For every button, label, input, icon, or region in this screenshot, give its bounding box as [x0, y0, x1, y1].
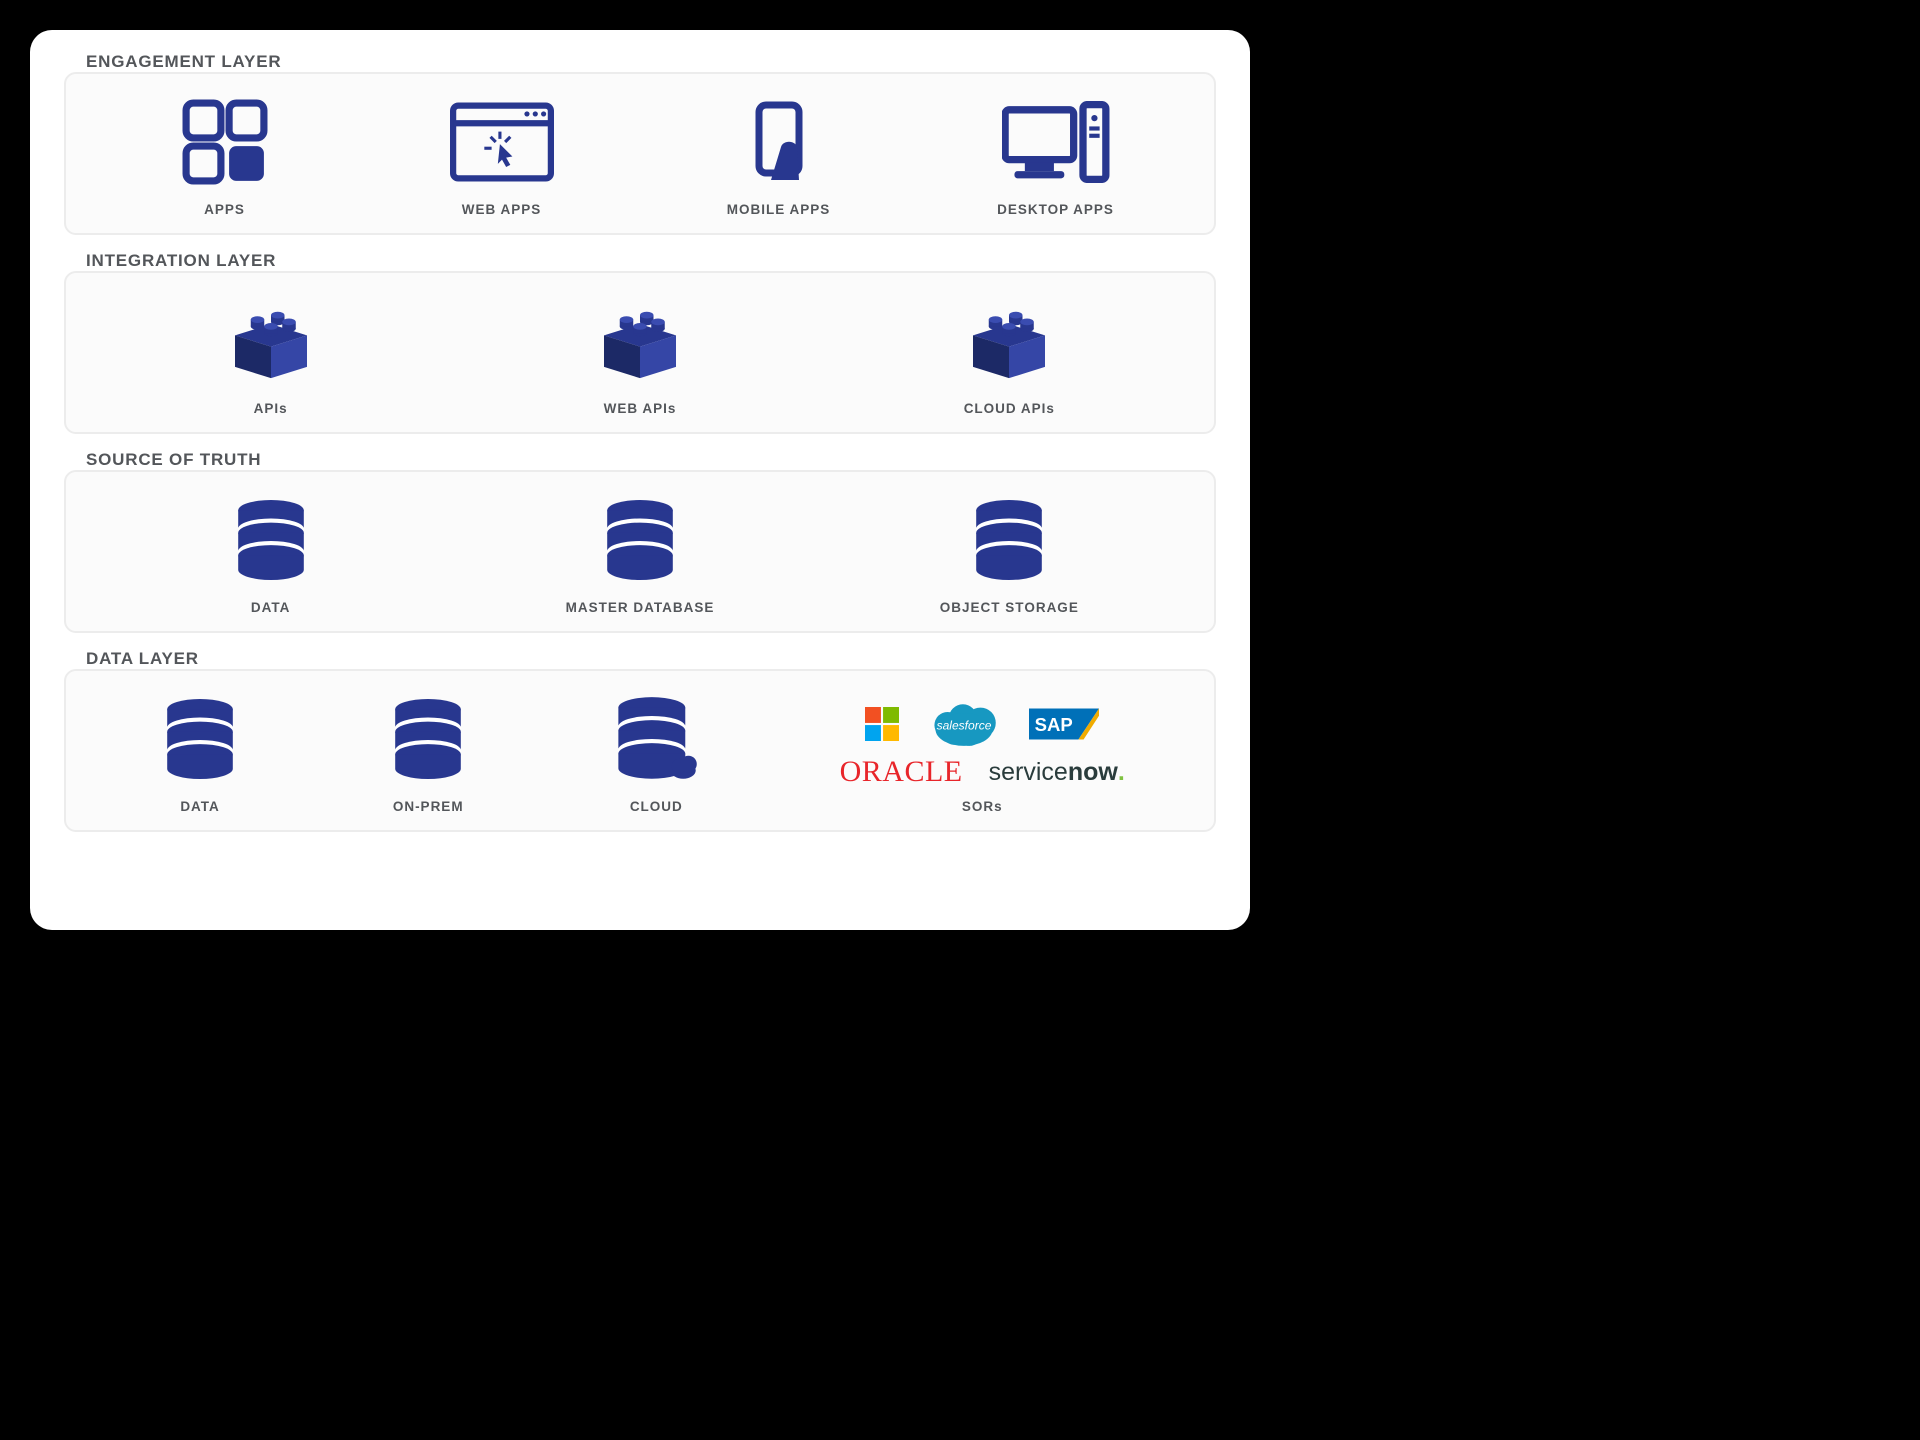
- sap-logo-icon: [1029, 708, 1099, 740]
- item-on-prem: ON-PREM: [314, 693, 542, 814]
- layer-title: INTEGRATION LAYER: [78, 251, 284, 271]
- item-master-database: MASTER DATABASE: [455, 494, 824, 615]
- sor-brands-cluster: ORACLE servicenow.: [840, 697, 1125, 789]
- apps-icon: [182, 96, 268, 188]
- sor-row-2: ORACLE servicenow.: [840, 755, 1125, 789]
- layer-source-of-truth: SOURCE OF TRUTH DATA MASTER DATABASE OBJ…: [64, 450, 1216, 633]
- layer-title: SOURCE OF TRUTH: [78, 450, 269, 470]
- item-label: APIs: [254, 401, 288, 416]
- item-sors: ORACLE servicenow. SORs: [770, 697, 1194, 814]
- item-label: DESKTOP APPS: [997, 202, 1114, 217]
- database-icon: [159, 693, 241, 785]
- layer-title: DATA LAYER: [78, 649, 207, 669]
- item-label: SORs: [962, 799, 1003, 814]
- item-label: CLOUD: [630, 799, 683, 814]
- item-label: WEB APPS: [462, 202, 542, 217]
- item-label: MASTER DATABASE: [566, 600, 715, 615]
- item-label: WEB APIs: [604, 401, 677, 416]
- layer-box: APPS WEB APPS MOBILE APPS DESKTOP APPS: [64, 72, 1216, 235]
- salesforce-logo-icon: [925, 701, 1003, 747]
- item-data: DATA: [86, 494, 455, 615]
- item-apps: APPS: [86, 96, 363, 217]
- microsoft-logo-icon: [865, 707, 899, 741]
- api-block-icon: [226, 295, 316, 387]
- item-label: MOBILE APPS: [727, 202, 831, 217]
- item-web-apis: WEB APIs: [455, 295, 824, 416]
- item-apis: APIs: [86, 295, 455, 416]
- item-web-apps: WEB APPS: [363, 96, 640, 217]
- item-cloud-apis: CLOUD APIs: [825, 295, 1194, 416]
- item-mobile-apps: MOBILE APPS: [640, 96, 917, 217]
- api-block-icon: [964, 295, 1054, 387]
- item-cloud: CLOUD: [542, 693, 770, 814]
- layer-integration: INTEGRATION LAYER APIs WEB APIs CLOUD AP…: [64, 251, 1216, 434]
- database-icon: [387, 693, 469, 785]
- database-cloud-icon: [610, 693, 702, 785]
- layer-box: DATA ON-PREM CLOUD: [64, 669, 1216, 832]
- item-label: DATA: [180, 799, 220, 814]
- api-block-icon: [595, 295, 685, 387]
- sor-row-1: [865, 701, 1099, 747]
- database-icon: [599, 494, 681, 586]
- layer-box: APIs WEB APIs CLOUD APIs: [64, 271, 1216, 434]
- oracle-logo: ORACLE: [840, 755, 963, 789]
- item-desktop-apps: DESKTOP APPS: [917, 96, 1194, 217]
- layer-data: DATA LAYER DATA ON-PREM CLOUD: [64, 649, 1216, 832]
- servicenow-logo: servicenow.: [989, 758, 1125, 787]
- layer-engagement: ENGAGEMENT LAYER APPS WEB APPS MOBILE AP…: [64, 52, 1216, 235]
- database-icon: [230, 494, 312, 586]
- mobile-apps-icon: [739, 96, 819, 188]
- item-label: ON-PREM: [393, 799, 464, 814]
- database-icon: [968, 494, 1050, 586]
- item-label: DATA: [251, 600, 291, 615]
- layer-box: DATA MASTER DATABASE OBJECT STORAGE: [64, 470, 1216, 633]
- item-object-storage: OBJECT STORAGE: [825, 494, 1194, 615]
- desktop-apps-icon: [1002, 96, 1110, 188]
- web-apps-icon: [450, 96, 554, 188]
- item-label: APPS: [204, 202, 245, 217]
- item-label: CLOUD APIs: [964, 401, 1055, 416]
- item-data2: DATA: [86, 693, 314, 814]
- layer-title: ENGAGEMENT LAYER: [78, 52, 289, 72]
- architecture-card: ENGAGEMENT LAYER APPS WEB APPS MOBILE AP…: [30, 30, 1250, 930]
- item-label: OBJECT STORAGE: [940, 600, 1079, 615]
